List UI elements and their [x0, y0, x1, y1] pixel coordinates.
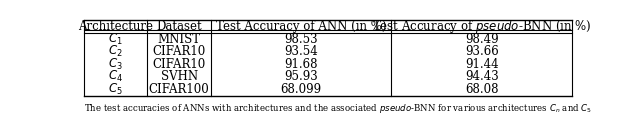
Text: 68.08: 68.08	[465, 83, 499, 96]
Text: $C_3$: $C_3$	[108, 57, 123, 72]
Text: Architecture: Architecture	[78, 20, 153, 33]
Text: $C_1$: $C_1$	[108, 31, 123, 47]
Text: Dataset: Dataset	[156, 20, 202, 33]
Text: 93.66: 93.66	[465, 45, 499, 58]
Text: CIFAR10: CIFAR10	[152, 45, 206, 58]
Text: Test Accuracy of ANN (in %): Test Accuracy of ANN (in %)	[216, 20, 387, 33]
Text: CIFAR100: CIFAR100	[148, 83, 209, 96]
Text: MNIST: MNIST	[157, 32, 201, 45]
Text: Test Accuracy of $\mathit{pseudo}$-BNN (in %): Test Accuracy of $\mathit{pseudo}$-BNN (…	[372, 18, 591, 35]
Text: 91.44: 91.44	[465, 58, 499, 71]
Text: 98.53: 98.53	[284, 32, 318, 45]
Text: $C_4$: $C_4$	[108, 69, 123, 84]
Text: 91.68: 91.68	[284, 58, 318, 71]
Text: $C_2$: $C_2$	[108, 44, 123, 59]
Text: The test accuracies of ANNs with architectures and the associated $\mathit{pseud: The test accuracies of ANNs with archite…	[84, 102, 592, 115]
Text: 95.93: 95.93	[284, 70, 318, 83]
Text: 98.49: 98.49	[465, 32, 499, 45]
Text: 94.43: 94.43	[465, 70, 499, 83]
Text: $C_5$: $C_5$	[108, 82, 123, 97]
Text: CIFAR10: CIFAR10	[152, 58, 206, 71]
Text: SVHN: SVHN	[161, 70, 198, 83]
Text: 68.099: 68.099	[280, 83, 322, 96]
Text: 93.54: 93.54	[284, 45, 318, 58]
